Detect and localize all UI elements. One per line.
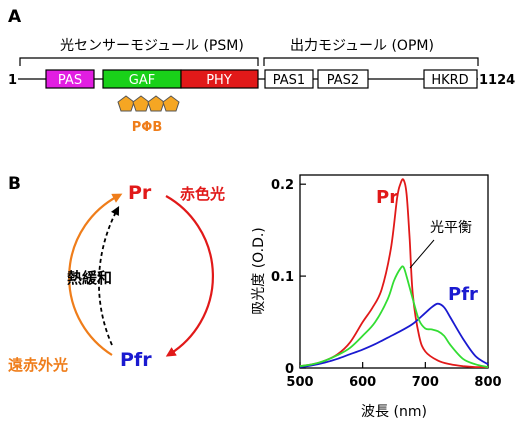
panel-b-label: B bbox=[8, 174, 21, 194]
svg-text:GAF: GAF bbox=[129, 73, 155, 88]
psm-label: 光センサーモジュール (PSM) bbox=[60, 38, 244, 54]
series-line-pr bbox=[299, 178, 489, 369]
far-red-light-label: 遠赤外光 bbox=[8, 356, 68, 374]
chromophore-label: PΦB bbox=[132, 120, 163, 135]
panel-a-label: A bbox=[8, 7, 22, 27]
psm-bracket bbox=[19, 57, 259, 66]
y-tick-label: 0.2 bbox=[271, 178, 294, 193]
opm-label: 出力モジュール (OPM) bbox=[290, 38, 434, 54]
x-tick-label: 800 bbox=[474, 375, 501, 390]
thermal-relaxation-label: 熱緩和 bbox=[67, 269, 112, 287]
chromophore-pentagons bbox=[117, 95, 180, 112]
domain-gaf: GAF bbox=[102, 69, 182, 89]
photoequilibrium-leader-line bbox=[409, 239, 435, 269]
series-label-pfr: Pfr bbox=[448, 284, 478, 305]
series-label-photoequilibrium: 光平衡 bbox=[430, 220, 472, 236]
red-light-arrow bbox=[165, 195, 214, 357]
series-label-pr: Pr bbox=[376, 187, 398, 208]
svg-text:PHY: PHY bbox=[206, 73, 232, 88]
red-light-label: 赤色光 bbox=[180, 185, 225, 203]
pfr-label: Pfr bbox=[120, 349, 152, 371]
domain-phy: PHY bbox=[180, 69, 259, 89]
x-tick-label: 500 bbox=[286, 375, 313, 390]
start-residue: 1 bbox=[8, 73, 17, 88]
pr-label: Pr bbox=[128, 182, 152, 204]
plot-frame bbox=[299, 174, 489, 369]
domain-pas2: PAS2 bbox=[317, 69, 369, 89]
opm-bracket bbox=[263, 57, 479, 66]
x-axis-label: 波長 (nm) bbox=[361, 404, 427, 420]
pentagon-2 bbox=[132, 95, 150, 112]
x-tick-label: 700 bbox=[412, 375, 439, 390]
thermal-relaxation-arrow bbox=[98, 206, 120, 346]
pentagon-1 bbox=[117, 95, 135, 112]
y-tick-label: 0.1 bbox=[271, 270, 294, 285]
svg-text:PAS: PAS bbox=[58, 73, 82, 88]
svg-text:PAS1: PAS1 bbox=[273, 73, 305, 88]
x-tick-label: 600 bbox=[349, 375, 376, 390]
pentagon-4 bbox=[162, 95, 180, 112]
series-line-pfr bbox=[299, 302, 489, 368]
end-residue: 1124 bbox=[479, 73, 515, 88]
pentagon-3 bbox=[147, 95, 165, 112]
y-axis-label: 吸光度 (O.D.) bbox=[251, 227, 267, 315]
svg-text:PAS2: PAS2 bbox=[327, 73, 359, 88]
domain-pas1: PAS1 bbox=[264, 69, 314, 89]
absorbance-chart: 500 600 700 800 0 0.1 0.2 波長 (nm) 吸光度 (O.D.) P… bbox=[251, 174, 502, 420]
series-line-photoequilibrium bbox=[299, 265, 489, 368]
y-tick-label: 0 bbox=[285, 362, 294, 377]
svg-text:HKRD: HKRD bbox=[431, 73, 468, 88]
domain-hkrd: HKRD bbox=[423, 69, 478, 89]
far-red-light-arrow bbox=[68, 193, 123, 356]
domain-pas: PAS bbox=[45, 69, 95, 89]
